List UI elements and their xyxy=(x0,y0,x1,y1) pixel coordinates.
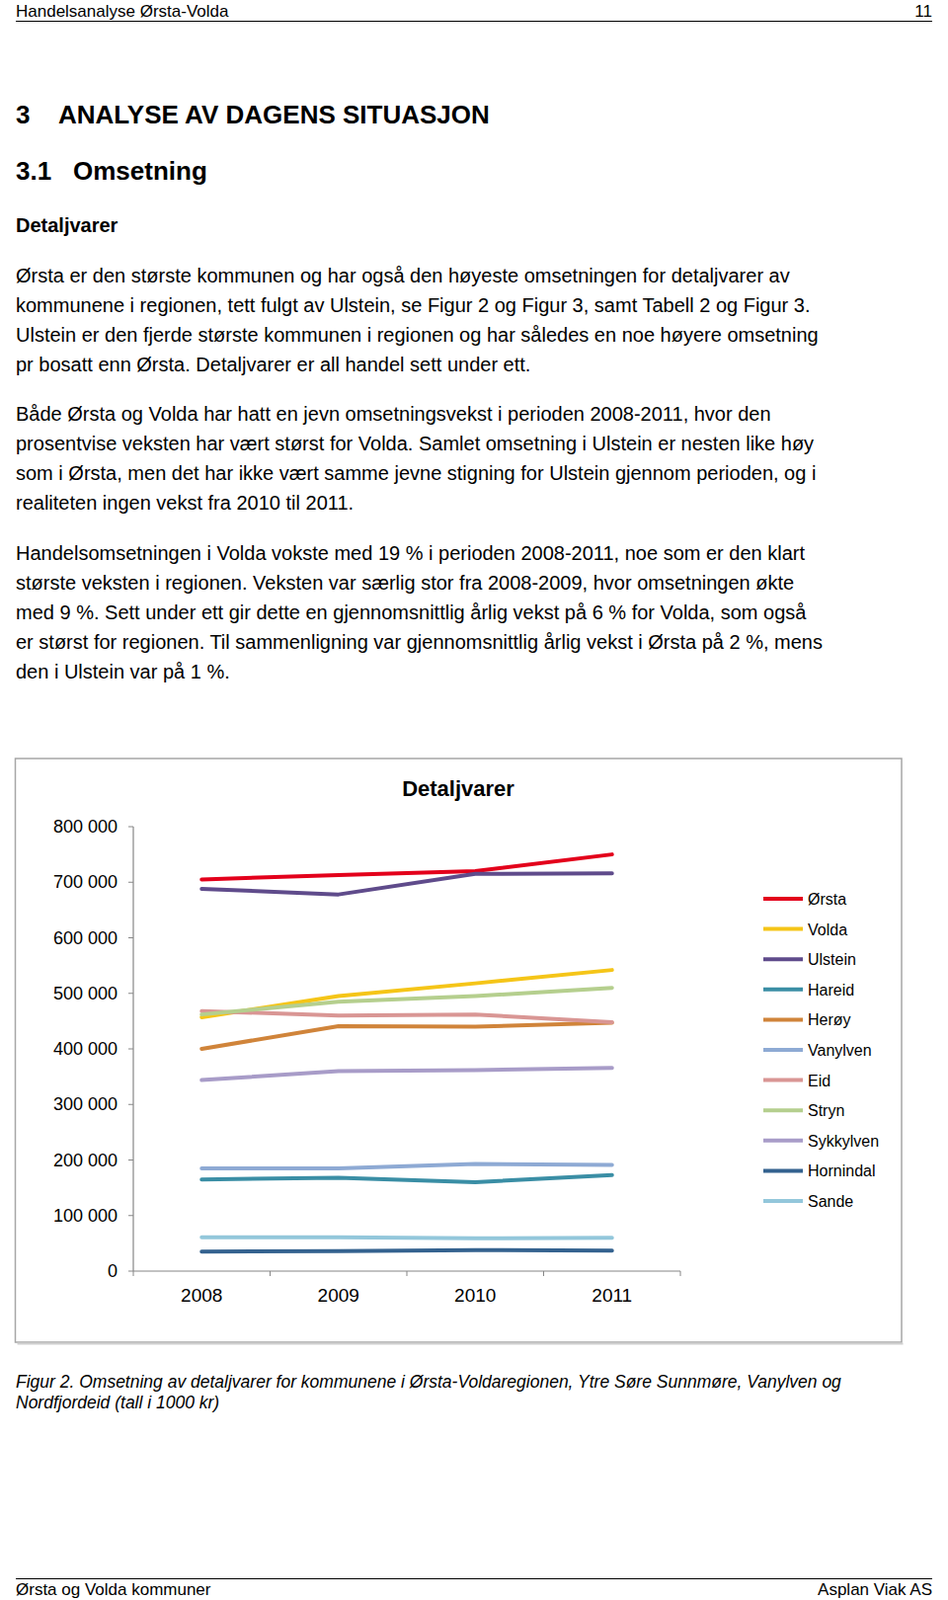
subheading-title: Omsetning xyxy=(73,156,208,186)
heading-title: ANALYSE AV DAGENS SITUASJON xyxy=(58,99,490,130)
legend-swatch xyxy=(763,956,803,961)
legend-swatch xyxy=(763,1198,803,1203)
section-title: Detaljvarer xyxy=(15,214,119,237)
y-tick-label: 400 000 xyxy=(53,1038,118,1059)
paragraph-line: største veksten i regionen. Veksten var … xyxy=(15,571,794,594)
y-tick xyxy=(128,1159,134,1161)
series-line xyxy=(201,1163,613,1169)
paragraph-line: kommunene i regionen, tett fulgt av Ulst… xyxy=(15,294,810,316)
footer-rule xyxy=(15,1578,933,1580)
y-tick xyxy=(128,1104,134,1106)
legend-label: Volda xyxy=(807,921,848,939)
legend-swatch xyxy=(763,896,803,901)
header-title: Handelsanalyse Ørsta-Volda xyxy=(15,1,230,21)
caption-line: Nordfjordeid (tall i 1000 kr) xyxy=(15,1392,220,1413)
paragraph-line: Handelsomsetningen i Volda vokste med 19… xyxy=(15,542,805,564)
paragraph-line: Ulstein er den fjerde største kommunen i… xyxy=(15,323,819,346)
series-line xyxy=(201,1237,613,1239)
y-tick-label: 600 000 xyxy=(53,928,118,948)
series-line xyxy=(201,1011,613,1023)
y-axis xyxy=(132,826,134,1271)
footer-left: Ørsta og Volda kommuner xyxy=(15,1580,212,1599)
x-divider xyxy=(680,1270,682,1276)
subheading-number: 3.1 xyxy=(15,156,52,186)
paragraph-line: Ørsta er den største kommunen og har ogs… xyxy=(15,264,790,287)
series-line xyxy=(201,1067,613,1080)
paragraph-line: prosentvise veksten har vært størst for … xyxy=(15,432,814,455)
y-tick-label: 500 000 xyxy=(53,983,118,1004)
y-tick-label: 800 000 xyxy=(53,816,118,837)
x-tick-label: 2010 xyxy=(454,1284,496,1306)
footer-right: Asplan Viak AS xyxy=(817,1580,933,1599)
chart-frame xyxy=(15,758,903,1343)
chart-title: Detaljvarer xyxy=(401,776,515,801)
legend-swatch xyxy=(763,927,803,932)
series-line xyxy=(201,1250,613,1253)
series-line xyxy=(201,1023,613,1049)
page: Handelsanalyse Ørsta-Volda 11 3 ANALYSE AV … xyxy=(0,0,948,1600)
legend-label: Stryn xyxy=(807,1102,845,1119)
x-divider xyxy=(406,1270,408,1276)
legend-label: Ørsta xyxy=(807,890,847,908)
x-tick-label: 2009 xyxy=(317,1284,360,1306)
legend-label: Herøy xyxy=(807,1011,852,1028)
y-tick-label: 100 000 xyxy=(53,1205,118,1226)
x-divider xyxy=(269,1270,271,1276)
plot-area xyxy=(201,854,613,1252)
series-line xyxy=(201,872,613,894)
paragraph-line: pr bosatt enn Ørsta. Detaljvarer er all … xyxy=(15,353,531,376)
x-tick-label: 2008 xyxy=(180,1284,223,1306)
y-tick xyxy=(128,992,134,994)
y-tick xyxy=(128,826,134,828)
x-divider xyxy=(133,1270,135,1276)
y-tick xyxy=(128,1270,134,1272)
legend-swatch xyxy=(763,1047,803,1052)
series-line xyxy=(201,1175,613,1183)
legend-swatch xyxy=(763,987,803,992)
legend-label: Ulstein xyxy=(807,950,857,968)
y-tick-label: 0 xyxy=(107,1261,118,1281)
paragraph-line: med 9 %. Sett under ett gir dette en gje… xyxy=(15,601,807,624)
x-tick-label: 2011 xyxy=(591,1284,632,1306)
paragraph-line: som i Ørsta, men det har ikke vært samme… xyxy=(15,462,816,484)
legend-label: Sande xyxy=(807,1192,854,1210)
paragraph-line: realiteten ingen vekst fra 2010 til 2011… xyxy=(15,491,354,514)
x-divider xyxy=(543,1270,545,1276)
legend-swatch xyxy=(763,1107,803,1112)
chart-shadow xyxy=(17,1343,904,1345)
legend-label: Hornindal xyxy=(807,1162,875,1180)
legend-swatch xyxy=(763,1078,803,1083)
y-tick xyxy=(128,1214,134,1216)
legend-swatch xyxy=(763,1168,803,1173)
paragraph-line: Både Ørsta og Volda har hatt en jevn oms… xyxy=(15,402,772,425)
legend-label: Vanylven xyxy=(807,1041,872,1059)
caption-line: Figur 2. Omsetning av detaljvarer for ko… xyxy=(15,1371,842,1392)
y-tick xyxy=(128,1048,134,1050)
y-tick xyxy=(128,881,134,883)
y-tick xyxy=(128,937,134,939)
legend-swatch xyxy=(763,1138,803,1143)
series-line xyxy=(201,987,613,1015)
legend-label: Hareid xyxy=(807,981,855,999)
page-number: 11 xyxy=(914,1,933,21)
legend-label: Eid xyxy=(807,1072,831,1090)
y-tick-label: 700 000 xyxy=(53,871,118,892)
y-tick-label: 200 000 xyxy=(53,1150,118,1171)
y-tick-label: 300 000 xyxy=(53,1094,118,1114)
legend-swatch xyxy=(763,1017,803,1022)
paragraph-line: er størst for regionen. Til sammenlignin… xyxy=(15,631,823,653)
header-rule xyxy=(15,20,933,22)
paragraph-line: den i Ulstein var på 1 %. xyxy=(15,660,231,683)
series-line xyxy=(201,854,613,879)
heading-number: 3 xyxy=(15,99,30,130)
legend-label: Sykkylven xyxy=(807,1132,879,1150)
series-line xyxy=(201,969,613,1018)
